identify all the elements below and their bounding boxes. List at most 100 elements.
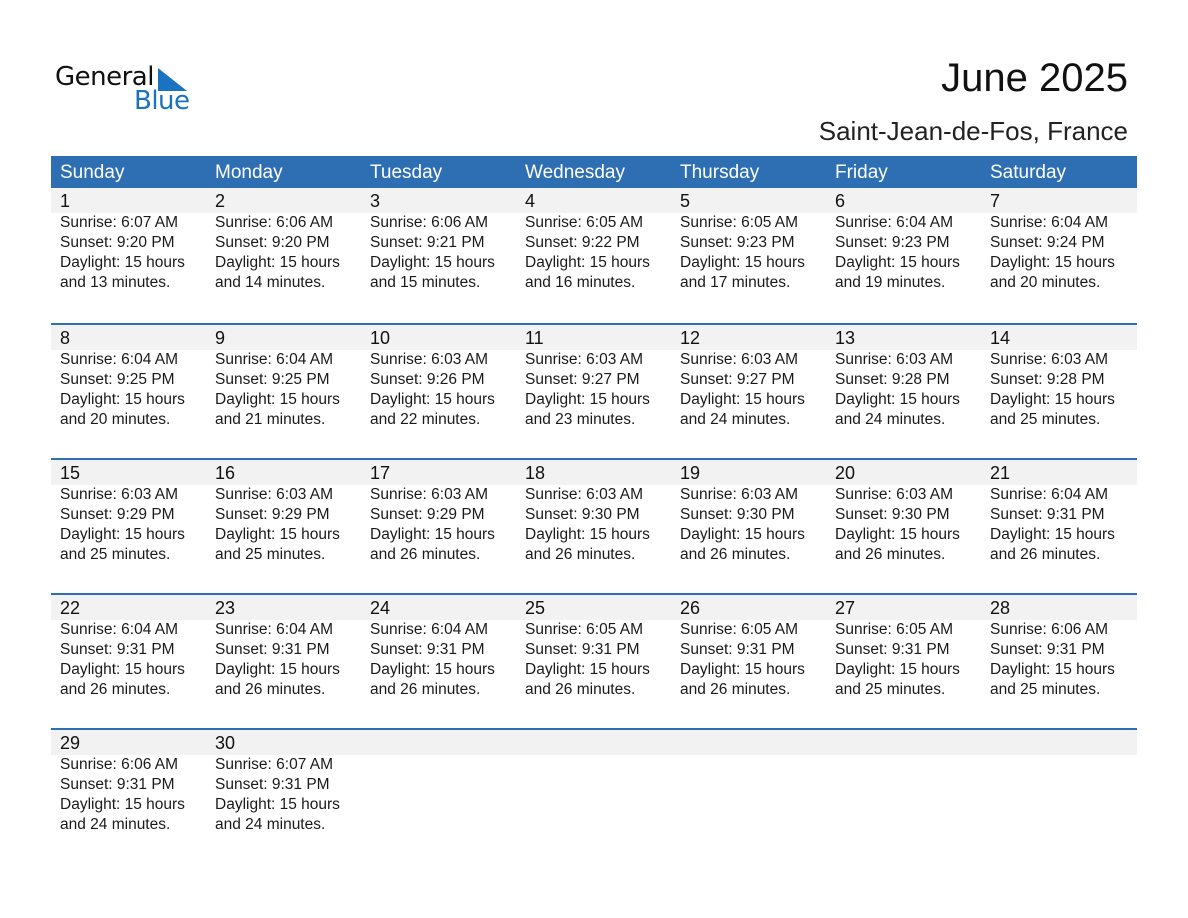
sunset-text: Sunset: 9:27 PM: [525, 371, 640, 388]
daylight-minutes-text: and 21 minutes.: [215, 411, 326, 428]
sunset-text: Sunset: 9:31 PM: [215, 776, 330, 793]
day-number: 9: [215, 328, 226, 348]
day-number: 6: [835, 191, 846, 211]
sunset-text: Sunset: 9:29 PM: [215, 506, 330, 523]
daylight-text: Daylight: 15 hours: [215, 526, 340, 543]
daylight-text: Daylight: 15 hours: [525, 661, 650, 678]
daylight-minutes-text: and 17 minutes.: [680, 274, 791, 291]
sunrise-text: Sunrise: 6:06 AM: [60, 756, 179, 773]
daylight-minutes-text: and 26 minutes.: [525, 681, 636, 698]
sunrise-text: Sunrise: 6:04 AM: [990, 486, 1109, 503]
daylight-text: Daylight: 15 hours: [370, 254, 495, 271]
sunset-text: Sunset: 9:29 PM: [370, 506, 485, 523]
daylight-minutes-text: and 24 minutes.: [835, 411, 946, 428]
daylight-minutes-text: and 13 minutes.: [60, 274, 171, 291]
daylight-minutes-text: and 25 minutes.: [835, 681, 946, 698]
daylight-text: Daylight: 15 hours: [60, 661, 185, 678]
day-number: 17: [370, 463, 391, 483]
page-title: June 2025: [941, 56, 1128, 100]
weekday-sunday: Sunday: [60, 162, 125, 183]
sunset-text: Sunset: 9:26 PM: [370, 371, 485, 388]
daylight-text: Daylight: 15 hours: [215, 391, 340, 408]
daylight-minutes-text: and 26 minutes.: [680, 681, 791, 698]
day-number: 20: [835, 463, 856, 483]
week-row: 29 Sunrise: 6:06 AM Sunset: 9:31 PM Dayligh…: [51, 728, 1137, 863]
day-cell: 20 Sunrise: 6:03 AM Sunset: 9:30 PM Dayligh…: [826, 460, 981, 565]
sunset-text: Sunset: 9:31 PM: [835, 641, 950, 658]
daylight-minutes-text: and 25 minutes.: [60, 546, 171, 563]
daylight-minutes-text: and 24 minutes.: [60, 816, 171, 833]
daylight-minutes-text: and 26 minutes.: [835, 546, 946, 563]
daylight-text: Daylight: 15 hours: [990, 526, 1115, 543]
day-cell: 17 Sunrise: 6:03 AM Sunset: 9:29 PM Dayligh…: [361, 460, 516, 565]
day-cell: 11 Sunrise: 6:03 AM Sunset: 9:27 PM Dayligh…: [516, 325, 671, 430]
sunset-text: Sunset: 9:31 PM: [680, 641, 795, 658]
daylight-minutes-text: and 26 minutes.: [370, 546, 481, 563]
daylight-minutes-text: and 26 minutes.: [990, 546, 1101, 563]
sunrise-text: Sunrise: 6:03 AM: [370, 486, 489, 503]
day-number: 1: [60, 191, 71, 211]
sunset-text: Sunset: 9:20 PM: [215, 234, 330, 251]
daylight-text: Daylight: 15 hours: [215, 796, 340, 813]
calendar-grid: Sunday Monday Tuesday Wednesday Thursday Frid…: [51, 156, 1137, 863]
daylight-minutes-text: and 23 minutes.: [525, 411, 636, 428]
daylight-minutes-text: and 15 minutes.: [370, 274, 481, 291]
weekday-header: Sunday Monday Tuesday Wednesday Thursday Frid…: [51, 156, 1137, 188]
week-row: 1 Sunrise: 6:07 AM Sunset: 9:20 PM Daylight…: [51, 188, 1137, 323]
daylight-minutes-text: and 26 minutes.: [680, 546, 791, 563]
day-number: 22: [60, 598, 81, 618]
sunrise-text: Sunrise: 6:04 AM: [990, 214, 1109, 231]
weekday-tuesday: Tuesday: [370, 162, 443, 183]
sunrise-text: Sunrise: 6:05 AM: [525, 621, 644, 638]
weekday-thursday: Thursday: [680, 162, 760, 183]
sunrise-text: Sunrise: 6:07 AM: [60, 214, 179, 231]
daylight-text: Daylight: 15 hours: [525, 391, 650, 408]
daylight-text: Daylight: 15 hours: [835, 661, 960, 678]
sunrise-text: Sunrise: 6:06 AM: [990, 621, 1109, 638]
sunrise-text: Sunrise: 6:04 AM: [215, 621, 334, 638]
week-row: 15 Sunrise: 6:03 AM Sunset: 9:29 PM Dayligh…: [51, 458, 1137, 593]
sunrise-text: Sunrise: 6:07 AM: [215, 756, 334, 773]
sunset-text: Sunset: 9:31 PM: [60, 641, 175, 658]
day-number: 25: [525, 598, 546, 618]
sunset-text: Sunset: 9:28 PM: [990, 371, 1105, 388]
day-cell: 13 Sunrise: 6:03 AM Sunset: 9:28 PM Dayligh…: [826, 325, 981, 430]
day-cell: 12 Sunrise: 6:03 AM Sunset: 9:27 PM Dayligh…: [671, 325, 826, 430]
daylight-text: Daylight: 15 hours: [370, 391, 495, 408]
sunrise-text: Sunrise: 6:03 AM: [525, 486, 644, 503]
sunrise-text: Sunrise: 6:05 AM: [680, 621, 799, 638]
sunset-text: Sunset: 9:28 PM: [835, 371, 950, 388]
weekday-wednesday: Wednesday: [525, 162, 625, 183]
sunset-text: Sunset: 9:23 PM: [680, 234, 795, 251]
date-band: [51, 460, 1137, 485]
sunset-text: Sunset: 9:31 PM: [60, 776, 175, 793]
daylight-text: Daylight: 15 hours: [680, 391, 805, 408]
day-cell: 2 Sunrise: 6:06 AM Sunset: 9:20 PM Daylight…: [206, 188, 361, 293]
sunrise-text: Sunrise: 6:04 AM: [215, 351, 334, 368]
sunrise-text: Sunrise: 6:03 AM: [680, 351, 799, 368]
day-cell: 24 Sunrise: 6:04 AM Sunset: 9:31 PM Dayligh…: [361, 595, 516, 700]
sunrise-text: Sunrise: 6:03 AM: [990, 351, 1109, 368]
day-number: 21: [990, 463, 1011, 483]
sunrise-text: Sunrise: 6:03 AM: [680, 486, 799, 503]
logo-word-general: General: [55, 62, 154, 92]
day-number: 23: [215, 598, 236, 618]
date-band: [51, 188, 1137, 213]
week-row: 22 Sunrise: 6:04 AM Sunset: 9:31 PM Dayligh…: [51, 593, 1137, 728]
day-cell: 3 Sunrise: 6:06 AM Sunset: 9:21 PM Daylight…: [361, 188, 516, 293]
daylight-minutes-text: and 26 minutes.: [215, 681, 326, 698]
daylight-minutes-text: and 24 minutes.: [215, 816, 326, 833]
day-number: 4: [525, 191, 536, 211]
sunrise-text: Sunrise: 6:04 AM: [60, 621, 179, 638]
day-number: 12: [680, 328, 701, 348]
sunset-text: Sunset: 9:29 PM: [60, 506, 175, 523]
date-band: [51, 325, 1137, 350]
day-number: 8: [60, 328, 71, 348]
daylight-text: Daylight: 15 hours: [835, 254, 960, 271]
daylight-text: Daylight: 15 hours: [60, 796, 185, 813]
day-cell: 26 Sunrise: 6:05 AM Sunset: 9:31 PM Dayligh…: [671, 595, 826, 700]
day-number: 5: [680, 191, 691, 211]
daylight-text: Daylight: 15 hours: [370, 661, 495, 678]
sunrise-text: Sunrise: 6:03 AM: [835, 486, 954, 503]
day-number: 27: [835, 598, 856, 618]
